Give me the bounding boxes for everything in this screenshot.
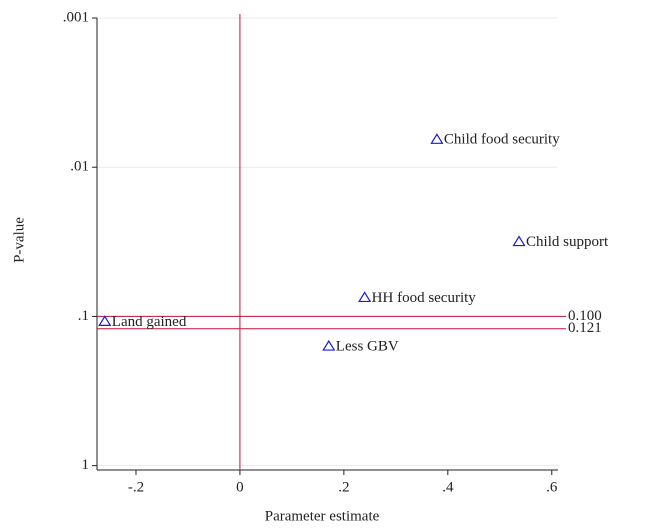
point-label: Less GBV [336, 338, 399, 354]
y-tick-label: .01 [70, 159, 89, 175]
x-tick-label: -.2 [128, 479, 144, 495]
y-tick-label: 1 [82, 457, 90, 473]
point-label: Land gained [112, 314, 187, 330]
y-tick-label: .1 [78, 308, 89, 324]
point [98, 315, 112, 326]
point [512, 235, 526, 247]
y-axis-label: P-value [11, 217, 27, 263]
point-label: Child food security [444, 132, 560, 148]
x-tick-label: .6 [546, 479, 558, 495]
point [430, 133, 444, 144]
point-label: HH food security [372, 290, 477, 306]
reference-label: 0.121 [568, 320, 602, 336]
x-tick-label: .4 [442, 479, 454, 495]
point-label: Child support [526, 234, 609, 250]
reference-label: 0.100 [568, 308, 602, 324]
point [322, 339, 336, 351]
x-tick-label: 0 [236, 479, 244, 495]
point [358, 291, 372, 303]
y-tick-label: .001 [63, 9, 89, 25]
x-axis-label: Parameter estimate [265, 508, 380, 524]
x-tick-label: .2 [338, 479, 349, 495]
